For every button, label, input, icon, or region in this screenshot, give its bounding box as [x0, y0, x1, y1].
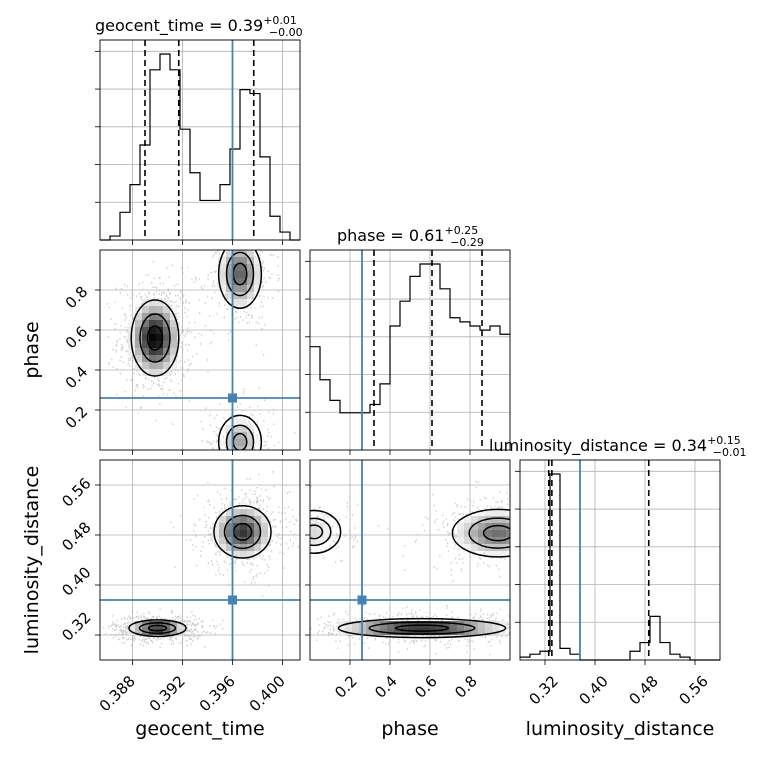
- ylabel-luminosity-distance: luminosity_distance: [21, 466, 43, 655]
- border-luminosity_distance_vs_geocent_time: [99, 459, 301, 661]
- ytick-phase-2: 0.6: [62, 323, 92, 353]
- ytick-lumdist-3: 0.56: [58, 474, 94, 510]
- scatter-phase_vs_geocent_time: [106, 250, 296, 450]
- xtick-geocent-3: 0.400: [246, 672, 289, 715]
- density-luminosity_distance_vs_geocent_time: [128, 502, 275, 635]
- contour-luminosity_distance_vs_phase-2-2: [451, 508, 510, 558]
- hist-panel-phase: [305, 250, 510, 455]
- plot-area-luminosity_distance_vs_phase: [310, 480, 510, 656]
- truth-marker-luminosity_distance_vs_geocent_time: [228, 595, 237, 605]
- ytick-lumdist-2: 0.48: [58, 518, 94, 554]
- scatter-luminosity_distance_vs_geocent_time: [103, 471, 300, 648]
- ytick-phase-1: 0.4: [62, 363, 92, 393]
- ytick-phase-3: 0.8: [62, 283, 92, 313]
- xtick-phase-3: 0.8: [451, 672, 481, 702]
- contour-phase_vs_geocent_time-1-1: [225, 251, 255, 297]
- contour-luminosity_distance_vs_phase-1-2: [310, 509, 342, 554]
- hist-border-luminosity_distance: [519, 459, 721, 661]
- hist-panel-geocent_time: [95, 40, 300, 245]
- contour-luminosity_distance_vs_phase-2-1: [468, 517, 510, 549]
- hist-border-phase: [309, 249, 511, 451]
- ylabel-phase: phase: [21, 321, 43, 378]
- border-luminosity_distance_vs_phase: [309, 459, 511, 661]
- contour-luminosity_distance_vs_geocent_time-1-2: [213, 505, 272, 559]
- contour-luminosity_distance_vs_phase-1-0: [310, 524, 324, 540]
- title-geocent-time: geocent_time = 0.39+0.01 −0.00: [95, 14, 303, 39]
- contour-luminosity_distance_vs_geocent_time-0-1: [138, 622, 177, 635]
- contour-luminosity_distance_vs_phase-0-2: [337, 617, 507, 639]
- plot-area-luminosity_distance_vs_geocent_time: [103, 471, 300, 648]
- xtick-lumdist-2: 0.48: [625, 672, 661, 708]
- xlabel-phase: phase: [381, 718, 438, 740]
- xtick-geocent-2: 0.396: [196, 672, 239, 715]
- xlabel-luminosity-distance: luminosity_distance: [526, 718, 715, 740]
- contour-phase_vs_geocent_time-0-2: [130, 299, 180, 377]
- ytick-phase-0: 0.2: [62, 403, 92, 433]
- xtick-geocent-1: 0.392: [146, 672, 189, 715]
- xtick-lumdist-0: 0.32: [525, 672, 561, 708]
- panel2d-phase-luminosity_distance: [305, 460, 510, 665]
- hist-step-geocent_time: [100, 53, 300, 241]
- contour-luminosity_distance_vs_phase-2-0: [482, 524, 510, 542]
- plot-area-phase_vs_geocent_time: [106, 250, 296, 450]
- density-luminosity_distance_vs_phase: [310, 509, 510, 635]
- xtick-phase-1: 0.4: [371, 672, 401, 702]
- xtick-geocent-0: 0.388: [96, 672, 139, 715]
- contour-luminosity_distance_vs_phase-1-1: [310, 517, 332, 547]
- truth-marker-phase_vs_geocent_time: [228, 393, 237, 403]
- density-phase_vs_geocent_time: [128, 250, 261, 450]
- contour-luminosity_distance_vs_geocent_time-0-2: [128, 619, 187, 638]
- panel2d-geocent_time-phase: [95, 250, 300, 455]
- xtick-lumdist-1: 0.40: [575, 672, 611, 708]
- xlabel-geocent-time: geocent_time: [135, 718, 264, 740]
- title-luminosity-distance: luminosity_distance = 0.34+0.15 −0.01: [489, 434, 747, 459]
- ytick-lumdist-1: 0.40: [58, 563, 94, 599]
- contour-luminosity_distance_vs_geocent_time-1-0: [232, 522, 253, 541]
- contour-phase_vs_geocent_time-2-2: [217, 414, 263, 450]
- xtick-phase-0: 0.2: [331, 672, 361, 702]
- xtick-lumdist-3: 0.56: [675, 672, 711, 708]
- truth-marker-luminosity_distance_vs_phase: [357, 595, 367, 605]
- contour-phase_vs_geocent_time-0-0: [146, 325, 164, 351]
- contour-luminosity_distance_vs_geocent_time-0-0: [147, 624, 168, 632]
- contour-phase_vs_geocent_time-2-1: [225, 424, 255, 450]
- hist-border-geocent_time: [99, 39, 301, 241]
- contour-luminosity_distance_vs_phase-0-1: [368, 621, 476, 635]
- hist-step-luminosity_distance: [520, 473, 720, 661]
- contour-luminosity_distance_vs_geocent_time-1-1: [223, 514, 262, 550]
- hist-step-phase: [310, 263, 510, 414]
- hist-panel-luminosity_distance: [515, 460, 720, 665]
- ytick-lumdist-0: 0.32: [58, 608, 94, 644]
- contour-phase_vs_geocent_time-0-1: [139, 313, 171, 363]
- contour-luminosity_distance_vs_phase-0-0: [394, 624, 450, 632]
- title-phase: phase = 0.61+0.25 −0.29: [337, 224, 484, 249]
- xtick-phase-2: 0.6: [411, 672, 441, 702]
- contour-phase_vs_geocent_time-1-2: [217, 250, 263, 309]
- panel2d-geocent_time-luminosity_distance: [95, 460, 300, 665]
- border-phase_vs_geocent_time: [99, 249, 301, 451]
